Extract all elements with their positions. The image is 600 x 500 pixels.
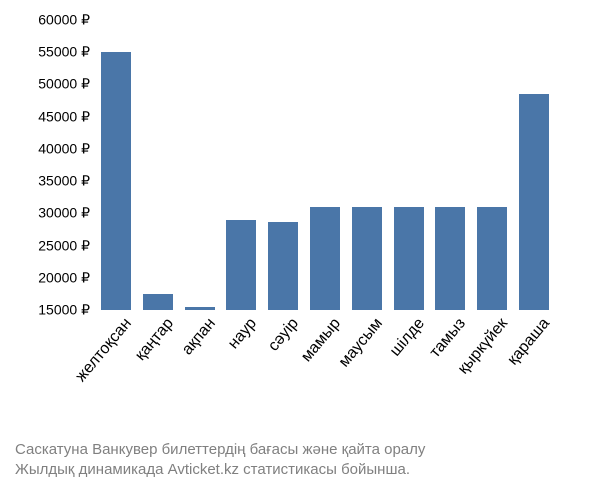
x-tick-label: ақпан [178, 315, 219, 359]
y-tick-label: 30000 ₽ [0, 205, 90, 222]
y-tick-label: 15000 ₽ [0, 302, 90, 319]
x-tick-label: желтоқсан [72, 315, 135, 386]
y-tick-label: 25000 ₽ [0, 237, 90, 254]
bar [394, 207, 424, 310]
y-axis: 15000 ₽20000 ₽25000 ₽30000 ₽35000 ₽40000… [0, 20, 90, 310]
bar [310, 207, 340, 310]
y-tick-label: 55000 ₽ [0, 44, 90, 61]
y-tick-label: 45000 ₽ [0, 108, 90, 125]
x-axis-line [95, 310, 555, 311]
bar [101, 52, 131, 310]
bar [352, 207, 382, 310]
y-tick-label: 35000 ₽ [0, 173, 90, 190]
caption-line-1: Саскатуна Ванкувер билеттердің бағасы жә… [15, 440, 595, 460]
bar [435, 207, 465, 310]
x-labels: желтоқсанқаңтарақпаннаурсәуірмамырмаусым… [95, 315, 555, 435]
caption-line-2: Жылдық динамикада Avticket.kz статистика… [15, 460, 595, 480]
chart-caption: Саскатуна Ванкувер билеттердің бағасы жә… [15, 440, 595, 481]
x-tick-label: қаңтар [132, 315, 178, 365]
y-tick-label: 50000 ₽ [0, 76, 90, 93]
bar [226, 220, 256, 310]
bar [519, 94, 549, 310]
bar [477, 207, 507, 310]
x-tick-label: қараша [504, 315, 553, 369]
x-tick-label: маусым [336, 315, 387, 371]
x-tick-label: сәуір [265, 315, 303, 355]
y-tick-label: 60000 ₽ [0, 12, 90, 29]
x-tick-label: шілде [386, 315, 428, 360]
x-tick-label: наур [225, 315, 261, 353]
bar [143, 294, 173, 310]
y-tick-label: 40000 ₽ [0, 140, 90, 157]
bar [268, 222, 298, 310]
y-tick-label: 20000 ₽ [0, 269, 90, 286]
bars-container [95, 20, 555, 310]
price-chart: 15000 ₽ 20000 ₽ 25000 ₽ 30000 ₽ 35000 ₽ 40000… [0, 0, 600, 500]
plot-area [95, 20, 555, 310]
